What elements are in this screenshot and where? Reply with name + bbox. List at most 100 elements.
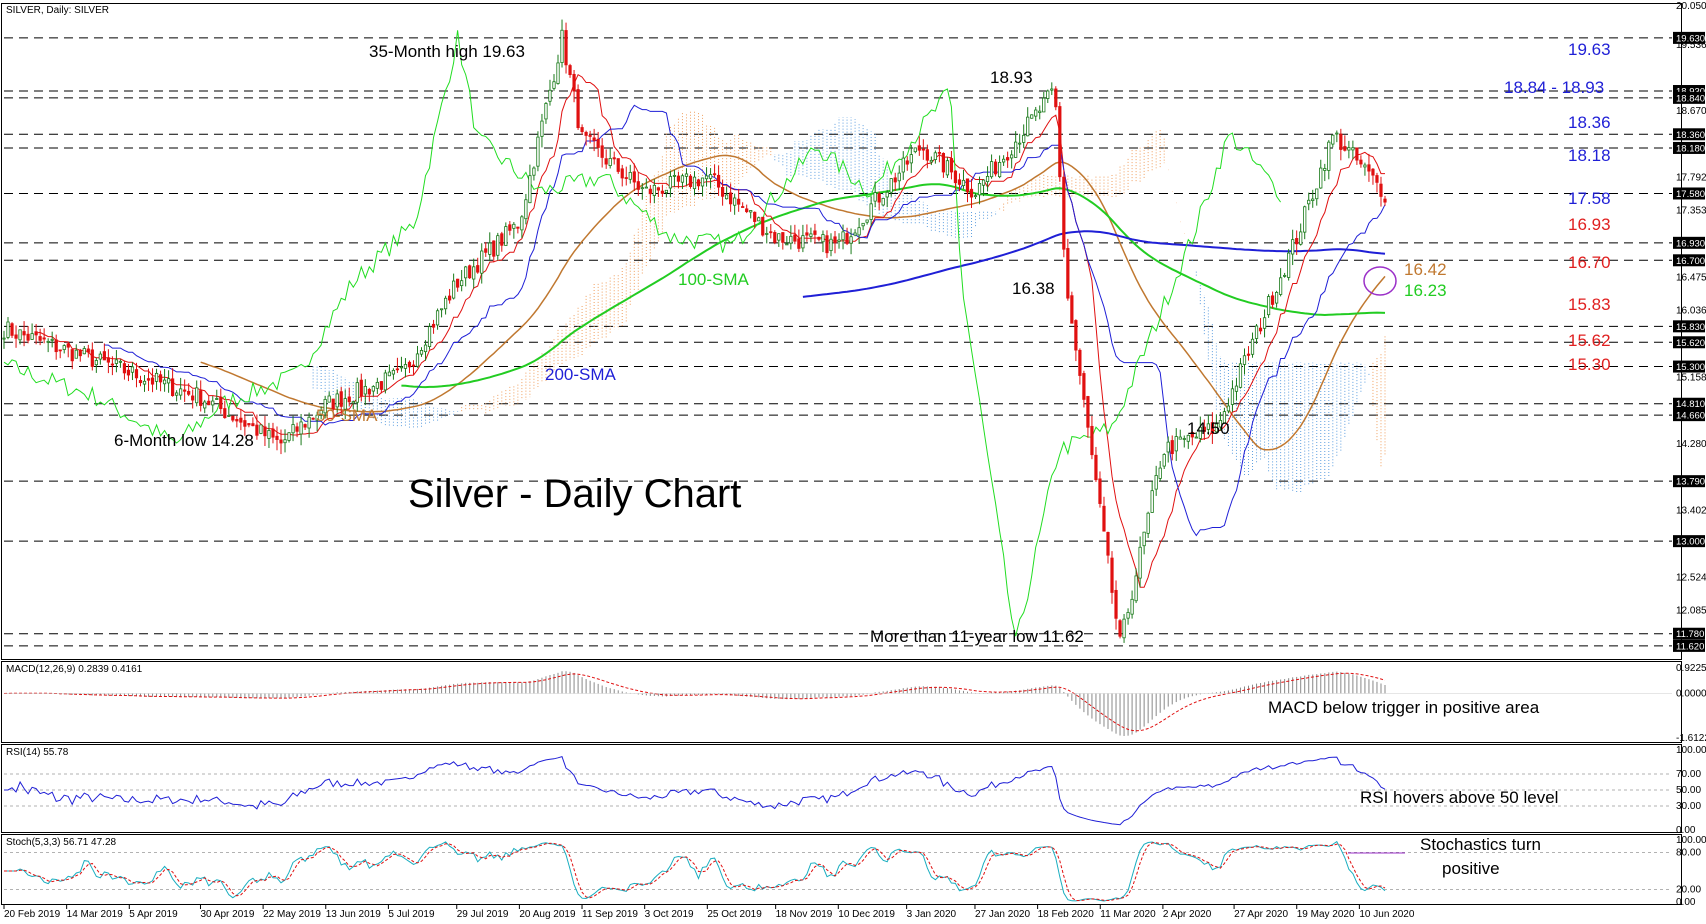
candle-body	[640, 187, 644, 190]
candle-body	[74, 349, 78, 359]
price-tag-box	[1673, 336, 1705, 349]
candle-body	[407, 361, 412, 368]
candle-body	[484, 248, 488, 253]
candle-body	[235, 419, 239, 422]
candle-body	[849, 236, 853, 244]
candle-body	[1323, 168, 1327, 171]
candle-body	[18, 329, 22, 341]
price-tag-box	[1673, 236, 1705, 249]
price-tick-label: 17.792	[1676, 172, 1706, 183]
candle-body	[247, 423, 251, 426]
candle-body	[656, 187, 660, 191]
candle-body	[14, 334, 18, 339]
x-tick-label: 18 Nov 2019	[776, 909, 833, 919]
candle-body	[367, 388, 371, 395]
candle-body	[1266, 296, 1271, 316]
candle-body	[1258, 327, 1263, 332]
candle-body	[720, 187, 725, 197]
candle-body	[323, 399, 327, 414]
x-tick-label: 29 Jul 2019	[457, 909, 509, 919]
candle-body	[54, 339, 58, 353]
candle-body	[777, 233, 781, 241]
level-label: 15.30	[1568, 355, 1611, 374]
candle-body	[620, 168, 624, 179]
candle-body	[1339, 133, 1343, 150]
candle-body	[86, 348, 90, 353]
candle-body	[913, 147, 917, 153]
candle-body	[564, 30, 568, 66]
annotation-16-38: 16.38	[1012, 279, 1055, 298]
label-100-sma: 100-SMA	[678, 270, 750, 289]
candle-body	[853, 232, 857, 236]
candle-body	[933, 152, 937, 160]
candle-body	[142, 380, 147, 385]
candle-body	[1367, 164, 1371, 172]
candle-body	[1319, 167, 1323, 189]
candle-body	[789, 235, 793, 244]
kijun-line	[104, 104, 1386, 537]
candle-body	[492, 240, 496, 257]
candle-body	[183, 389, 187, 392]
candle-body	[901, 157, 905, 173]
candle-body	[239, 417, 243, 423]
annotation-11-year-low: More than 11-year low 11.62	[870, 627, 1084, 646]
x-tick-label: 10 Jun 2020	[1359, 909, 1414, 919]
candle-body	[1038, 110, 1042, 114]
candle-body	[680, 175, 685, 183]
candle-body	[668, 176, 673, 189]
candle-body	[319, 410, 323, 415]
candle-body	[1050, 88, 1054, 91]
candle-body	[34, 331, 38, 336]
candle-body	[1303, 206, 1307, 233]
price-tag-box	[1673, 254, 1705, 267]
candle-body	[1030, 114, 1034, 119]
label-100-sma-value: 16.23	[1404, 281, 1447, 300]
candle-body	[636, 181, 640, 190]
level-label: 17.58	[1568, 189, 1611, 208]
candle-body	[291, 424, 295, 434]
label-50-sma: 50-SMA	[316, 406, 378, 425]
candle-body	[203, 401, 207, 409]
candle-body	[464, 266, 468, 279]
candle-body	[82, 348, 86, 355]
price-axis: 20.050 19.536 18.670 17.792 17.353 16.475 16.0…	[1673, 1, 1706, 652]
candle-body	[231, 415, 235, 421]
candle-body	[255, 424, 259, 436]
candle-body	[427, 326, 432, 347]
candle-body	[287, 432, 291, 441]
stoch-tick-label: 80.00	[1676, 847, 1701, 858]
candle-body	[1002, 158, 1006, 163]
rsi-tick-label: 100.00	[1676, 745, 1706, 756]
macd-tick-label: 0.0000	[1676, 688, 1706, 699]
candle-body	[869, 203, 873, 220]
candle-body	[929, 159, 933, 163]
candle-body	[94, 360, 98, 366]
candle-body	[191, 395, 195, 401]
annotation-14-50: 14.50	[1187, 419, 1230, 438]
candle-body	[114, 359, 119, 364]
candle-body	[1078, 349, 1082, 376]
candle-body	[817, 236, 821, 240]
candle-body	[725, 194, 729, 200]
candle-body	[1194, 436, 1198, 439]
chikou-line	[3, 30, 1282, 637]
candle-body	[30, 333, 34, 340]
x-tick-label: 30 Apr 2019	[200, 909, 254, 919]
candle-body	[580, 127, 584, 133]
x-tick-label: 5 Apr 2019	[129, 909, 178, 919]
candle-body	[528, 175, 532, 204]
candle-body	[825, 235, 829, 254]
candle-body	[969, 188, 974, 198]
x-tick-label: 20 Aug 2019	[519, 909, 576, 919]
candle-body	[532, 167, 536, 176]
candle-body	[700, 177, 705, 187]
rsi-panel-frame	[1, 744, 1682, 833]
candle-body	[981, 179, 986, 186]
rsi-tick-label: 0.00	[1676, 825, 1696, 836]
candle-body	[540, 120, 544, 137]
candle-body	[283, 439, 287, 444]
candle-body	[917, 145, 921, 151]
candle-body	[50, 338, 54, 341]
stoch-note-line2: positive	[1442, 859, 1500, 878]
